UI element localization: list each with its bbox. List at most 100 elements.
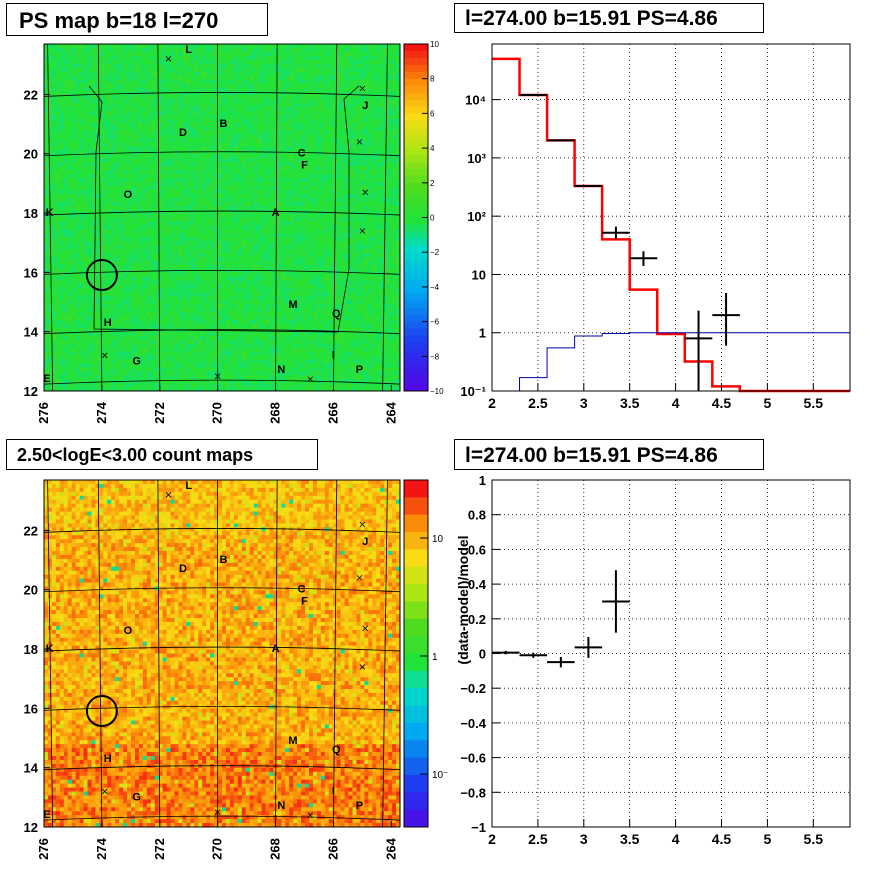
heatmap-cell bbox=[174, 387, 179, 392]
heatmap-cell bbox=[229, 197, 235, 203]
heatmap-cell bbox=[107, 63, 112, 69]
heatmap-cell bbox=[158, 55, 164, 61]
heatmap-cell bbox=[51, 260, 57, 266]
heatmap-cell bbox=[79, 91, 84, 96]
heatmap-cell bbox=[245, 316, 251, 321]
heatmap-cell bbox=[222, 292, 227, 297]
heatmap-cell bbox=[182, 213, 187, 218]
heatmap-cell bbox=[237, 335, 243, 341]
heatmap-cell bbox=[225, 308, 231, 313]
heatmap-cell bbox=[162, 154, 168, 159]
heatmap-cell bbox=[214, 371, 219, 376]
heatmap-cell bbox=[190, 107, 195, 112]
heatmap-cell bbox=[170, 158, 175, 163]
heatmap-cell bbox=[115, 335, 120, 341]
heatmap-cell bbox=[47, 320, 53, 325]
heatmap-cell bbox=[261, 331, 266, 337]
heatmap-cell bbox=[55, 114, 61, 120]
heatmap-cell bbox=[51, 383, 57, 388]
heatmap-cell bbox=[174, 229, 179, 234]
heatmap-cell bbox=[138, 130, 144, 136]
heatmap-cell bbox=[44, 47, 49, 53]
heatmap-cell bbox=[91, 245, 96, 250]
heatmap-cell bbox=[87, 339, 92, 345]
heatmap-cell bbox=[111, 91, 116, 96]
heatmap-cell bbox=[123, 107, 128, 112]
heatmap-cell bbox=[233, 292, 239, 297]
heatmap-cell bbox=[210, 268, 215, 274]
heatmap-cell bbox=[233, 150, 239, 155]
heatmap-cell bbox=[107, 233, 112, 238]
heatmap-cell bbox=[154, 351, 160, 356]
heatmap-cell bbox=[158, 241, 164, 246]
heatmap-cell bbox=[150, 142, 156, 147]
heatmap-cell bbox=[123, 126, 128, 132]
heatmap-cell bbox=[257, 300, 262, 305]
heatmap-cell bbox=[229, 178, 235, 183]
heatmap-cell bbox=[115, 174, 120, 179]
heatmap-cell bbox=[162, 83, 168, 88]
heatmap-cell bbox=[229, 355, 235, 360]
heatmap-cell bbox=[95, 47, 100, 53]
heatmap-cell bbox=[138, 166, 144, 171]
heatmap-cell bbox=[44, 221, 49, 226]
heatmap-cell bbox=[162, 150, 168, 155]
heatmap-cell bbox=[170, 75, 175, 80]
heatmap-cell bbox=[63, 122, 69, 128]
heatmap-cell bbox=[222, 51, 227, 57]
heatmap-cell bbox=[225, 178, 231, 183]
heatmap-cell bbox=[138, 213, 144, 218]
heatmap-cell bbox=[107, 280, 112, 285]
heatmap-cell bbox=[87, 260, 92, 266]
heatmap-cell bbox=[206, 209, 211, 214]
heatmap-cell bbox=[134, 71, 140, 76]
heatmap-cell bbox=[142, 134, 148, 140]
heatmap-cell bbox=[229, 351, 235, 356]
heatmap-cell bbox=[47, 162, 53, 167]
heatmap-cell bbox=[261, 213, 266, 218]
heatmap-cell bbox=[71, 91, 77, 96]
heatmap-cell bbox=[59, 331, 65, 337]
heatmap-cell bbox=[59, 146, 65, 151]
heatmap-cell bbox=[158, 245, 164, 250]
heatmap-cell bbox=[127, 205, 132, 211]
heatmap-cell bbox=[162, 339, 168, 345]
heatmap-cell bbox=[178, 170, 183, 175]
heatmap-cell bbox=[206, 233, 211, 238]
heatmap-cell bbox=[107, 51, 112, 57]
heatmap-cell bbox=[186, 107, 191, 112]
heatmap-cell bbox=[253, 83, 258, 88]
heatmap-cell bbox=[119, 221, 124, 226]
heatmap-cell bbox=[245, 276, 251, 281]
heatmap-cell bbox=[162, 300, 168, 305]
heatmap-cell bbox=[79, 331, 84, 337]
heatmap-cell bbox=[67, 142, 73, 147]
heatmap-cell bbox=[170, 59, 175, 65]
heatmap-cell bbox=[166, 103, 171, 108]
heatmap-cell bbox=[63, 205, 69, 211]
heatmap-cell bbox=[178, 249, 183, 254]
heatmap-cell bbox=[131, 79, 136, 84]
heatmap-cell bbox=[166, 67, 171, 73]
heatmap-cell bbox=[261, 170, 266, 175]
heatmap-cell bbox=[119, 201, 124, 207]
heatmap-cell bbox=[99, 233, 104, 238]
heatmap-cell bbox=[241, 162, 247, 167]
heatmap-cell bbox=[87, 150, 92, 155]
heatmap-cell bbox=[222, 130, 227, 136]
heatmap-cell bbox=[190, 316, 195, 321]
heatmap-cell bbox=[115, 316, 120, 321]
heatmap-cell bbox=[142, 331, 148, 337]
heatmap-cell bbox=[67, 316, 73, 321]
heatmap-cell bbox=[71, 111, 77, 116]
heatmap-cell bbox=[131, 296, 136, 301]
heatmap-cell bbox=[182, 79, 187, 84]
heatmap-cell bbox=[233, 174, 239, 179]
heatmap-cell bbox=[249, 335, 255, 341]
heatmap-cell bbox=[79, 55, 84, 61]
heatmap-cell bbox=[134, 95, 140, 100]
heatmap-cell bbox=[99, 268, 104, 274]
heatmap-cell bbox=[47, 107, 53, 112]
heatmap-cell bbox=[91, 268, 96, 274]
heatmap-cell bbox=[115, 367, 120, 372]
